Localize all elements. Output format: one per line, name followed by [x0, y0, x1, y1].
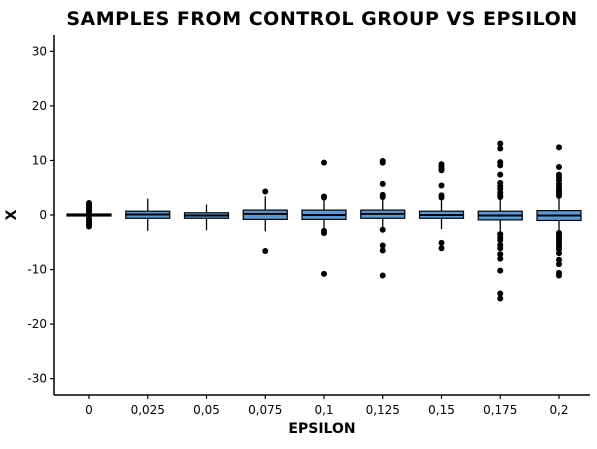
y-tick-label: 10 — [32, 153, 47, 167]
outlier-point — [497, 140, 504, 147]
outlier-point — [379, 180, 386, 187]
outlier-point — [86, 208, 92, 215]
y-tick-label: 0 — [39, 208, 47, 222]
x-tick-label: 0,15 — [428, 403, 455, 417]
outlier-point — [379, 242, 386, 249]
x-tick-label: 0,125 — [366, 403, 400, 417]
y-tick-label: -20 — [27, 317, 47, 331]
outlier-point — [379, 226, 386, 233]
outlier-point — [321, 159, 327, 166]
outlier-point — [497, 237, 504, 244]
outlier-point — [556, 272, 562, 279]
y-tick-label: -10 — [27, 263, 47, 277]
y-tick-label: 20 — [32, 99, 47, 113]
outlier-point — [379, 247, 386, 254]
outlier-point — [262, 248, 269, 254]
outlier-point — [556, 261, 562, 268]
x-tick-label: 0,175 — [483, 403, 517, 417]
outlier-point — [497, 171, 504, 178]
outlier-point — [497, 194, 504, 200]
outlier-point — [497, 267, 504, 274]
outlier-point — [556, 250, 562, 257]
outlier-point — [556, 192, 562, 199]
outlier-point — [379, 272, 386, 279]
outlier-point — [379, 159, 386, 166]
outlier-point — [556, 144, 562, 151]
outlier-point — [438, 167, 445, 174]
x-tick-label: 0,2 — [549, 403, 568, 417]
outlier-point — [556, 256, 562, 263]
outlier-point — [321, 194, 327, 201]
outlier-point — [321, 230, 327, 236]
y-tick-label: -30 — [27, 372, 47, 386]
outlier-point — [497, 295, 504, 302]
outlier-point — [438, 194, 445, 201]
x-tick-label: 0,075 — [248, 403, 282, 417]
x-tick-label: 0,05 — [193, 403, 220, 417]
outlier-point — [497, 255, 504, 262]
outlier-point — [497, 290, 504, 297]
outlier-point — [86, 223, 92, 230]
outlier-point — [497, 251, 504, 258]
outlier-point — [379, 194, 386, 200]
x-tick-label: 0 — [85, 403, 93, 417]
outlier-point — [438, 245, 445, 252]
x-tick-label: 0,025 — [131, 403, 165, 417]
x-tick-label: 0,1 — [314, 403, 333, 417]
y-tick-label: 30 — [32, 44, 47, 58]
outlier-point — [497, 145, 504, 152]
plot-area: -30 -20 -10 0 10 20 30 0 0,025 0,05 0,075 0,1 0,125 0… — [27, 35, 590, 417]
chart-title: SAMPLES FROM CONTROL GROUP VS EPSILON — [66, 8, 577, 30]
outlier-point — [438, 239, 445, 246]
x-axis-title: EPSILON — [288, 421, 355, 437]
outlier-point — [321, 270, 327, 277]
outlier-point — [497, 245, 504, 252]
outlier-point — [262, 188, 269, 195]
outlier-point — [556, 164, 562, 170]
outlier-point — [497, 162, 504, 169]
outlier-point — [438, 182, 445, 189]
y-axis-title: X — [4, 209, 20, 220]
